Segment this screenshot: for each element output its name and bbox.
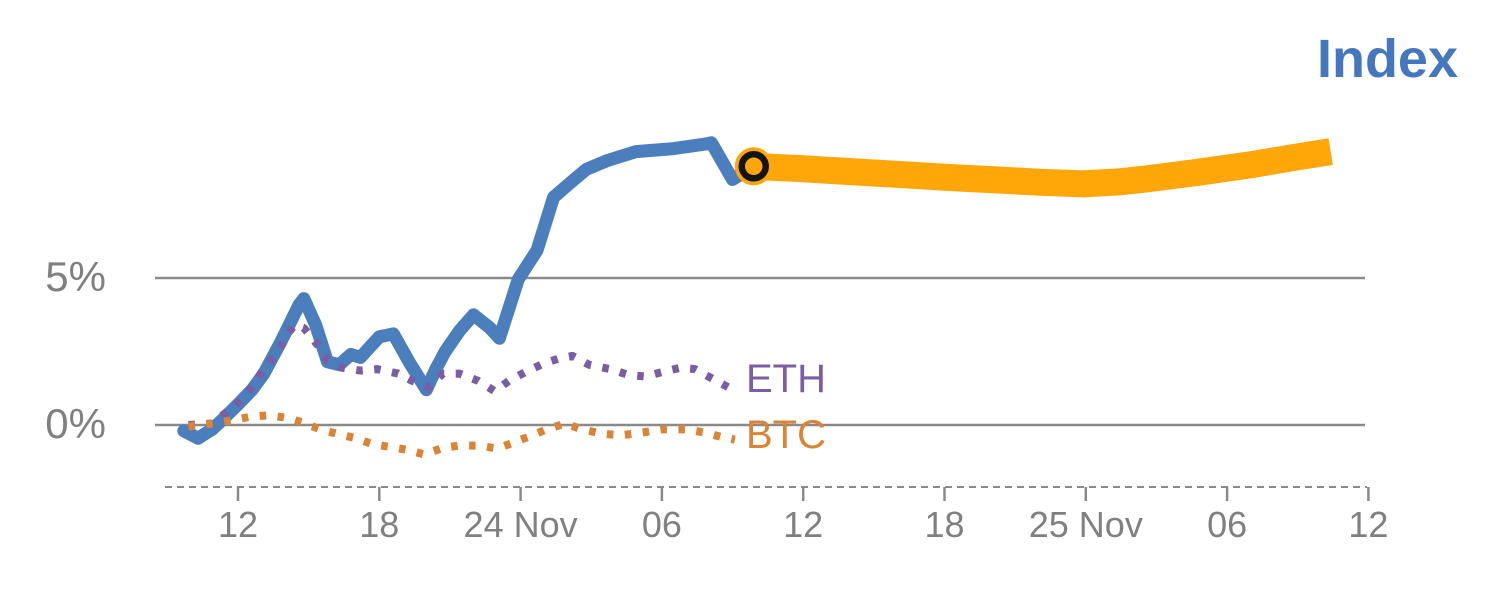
series-label-eth: ETH: [746, 357, 826, 401]
x-tick-label: 25 Nov: [1028, 504, 1143, 545]
x-tick-label: 06: [1207, 504, 1248, 545]
y-tick-label-0pct: 0%: [45, 400, 106, 448]
series-label-btc: BTC: [746, 413, 826, 457]
x-tick-label: 12: [783, 504, 824, 545]
chart-title: Index: [1316, 29, 1458, 89]
x-tick-label: 18: [924, 504, 965, 545]
x-tick-label: 12: [217, 504, 259, 545]
x-tick-label: 24 Nov: [463, 504, 578, 545]
x-tick-label: 12: [1348, 504, 1389, 545]
y-tick-label-5pct: 5%: [45, 253, 106, 301]
x-tick-label: 18: [359, 504, 400, 545]
x-tick-label: 06: [641, 504, 682, 545]
